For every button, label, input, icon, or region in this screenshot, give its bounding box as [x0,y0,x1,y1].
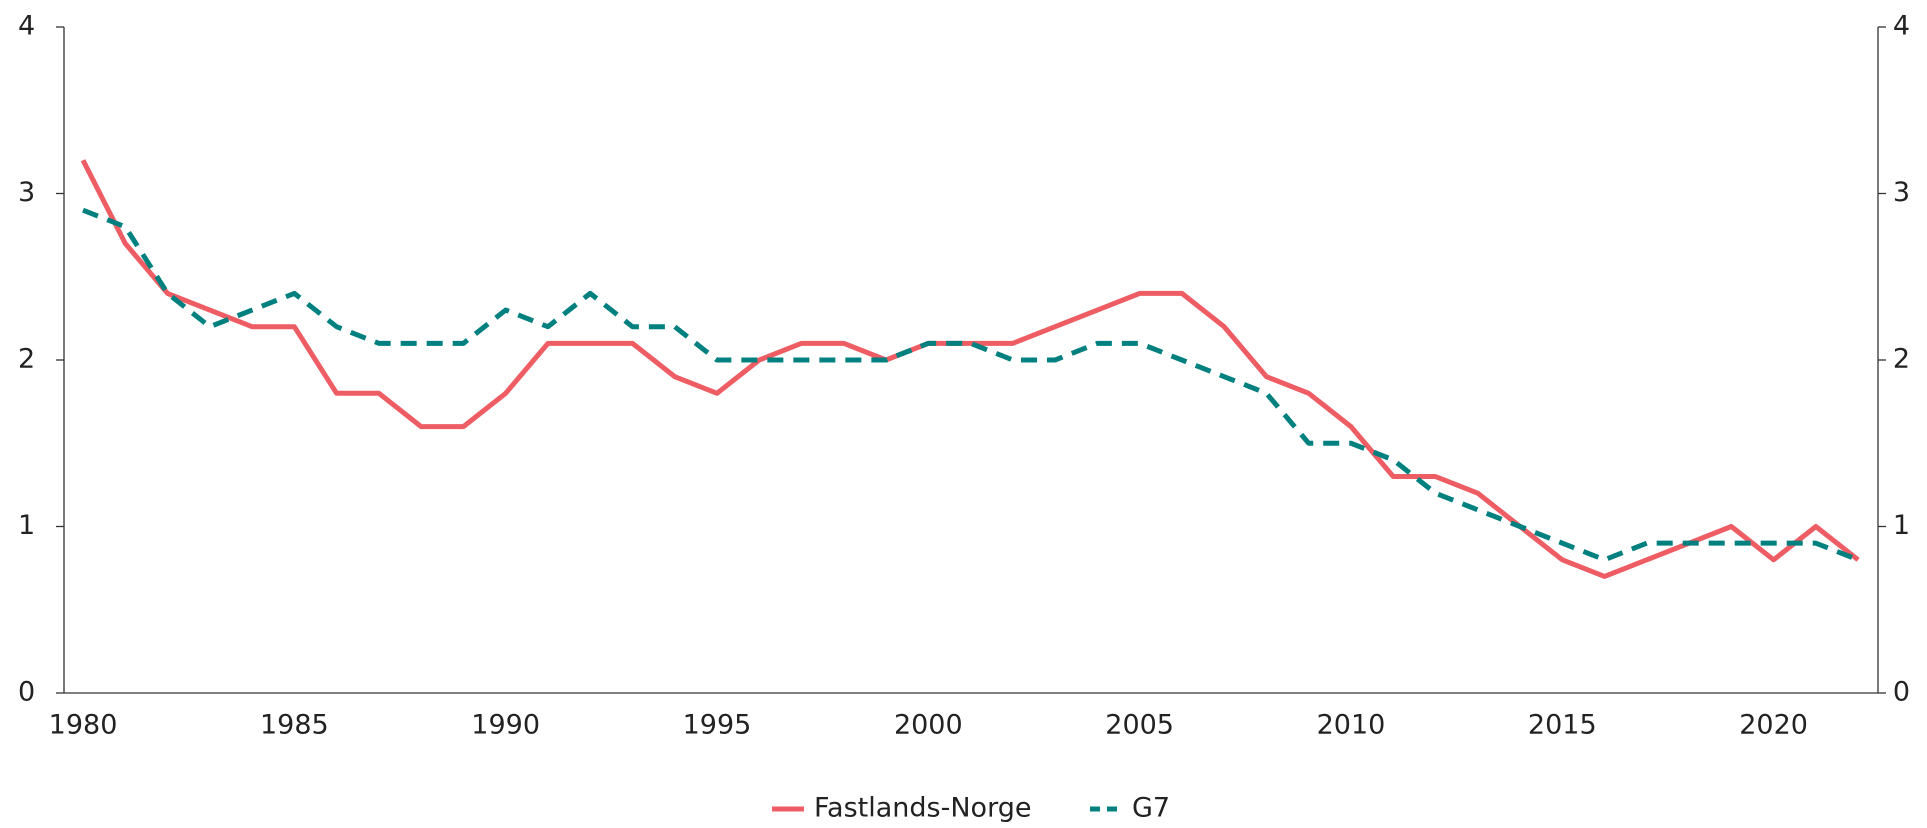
series-line [80,159,1860,579]
legend-label: G7 [1132,793,1170,824]
series-line [82,207,1860,563]
y2-tick-label: 4 [1893,11,1910,42]
y-tick-label: 1 [18,510,35,541]
x-tick-label: 1980 [49,710,118,741]
y2-tick-label: 0 [1893,677,1910,708]
x-tick-label: 1990 [471,710,540,741]
y2-tick-label: 1 [1893,510,1910,541]
y-tick-label: 4 [18,11,35,42]
x-tick-label: 2005 [1105,710,1174,741]
y2-tick-label: 2 [1893,344,1910,375]
x-tick-label: 1995 [683,710,752,741]
x-tick-label: 2000 [894,710,963,741]
x-tick-label: 1985 [260,710,329,741]
y-tick-label: 0 [18,677,35,708]
x-tick-label: 2015 [1528,710,1597,741]
y-tick-label: 3 [18,177,35,208]
y-tick-label: 2 [18,344,35,375]
x-tick-label: 2020 [1739,710,1808,741]
y2-tick-label: 3 [1893,177,1910,208]
x-tick-label: 2010 [1317,710,1386,741]
legend-label: Fastlands-Norge [814,793,1031,824]
